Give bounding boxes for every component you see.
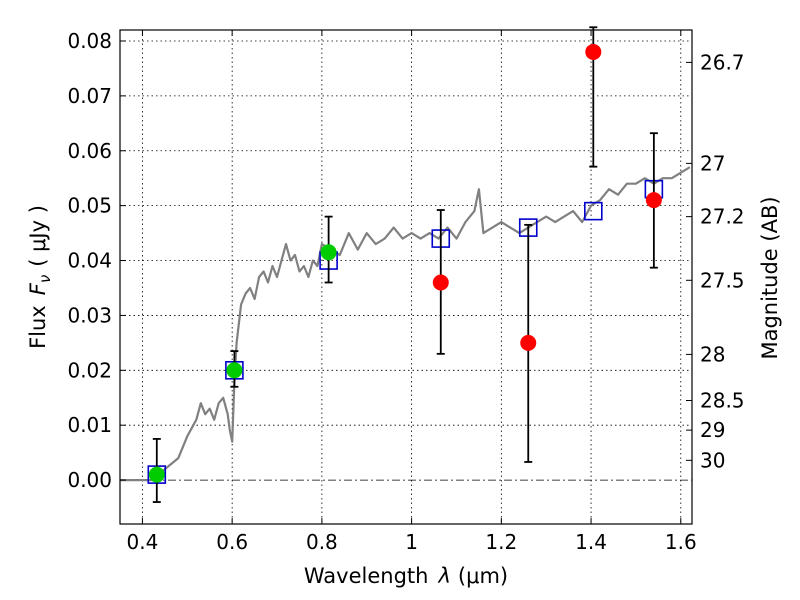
y-tick-label: 0.01 [67, 413, 112, 437]
x-axis-label-unit: (μm) [458, 564, 508, 588]
observed-flux-point [148, 466, 165, 483]
x-tick-label: 1.4 [575, 530, 607, 554]
magnitude-tick-label: 27.5 [700, 268, 745, 292]
y-tick-label: 0.05 [67, 194, 112, 218]
y-tick-label: 0.04 [67, 249, 112, 273]
observed-flux-point [320, 244, 337, 261]
y-tick-label: 0.08 [67, 29, 112, 53]
y-axis-label-unit: ( μJy ) [26, 205, 50, 267]
x-tick-label: 1 [405, 530, 418, 554]
x-tick-label: 0.4 [127, 530, 159, 554]
observed-flux-point [585, 43, 602, 60]
magnitude-tick-label: 29 [700, 418, 725, 442]
x-tick-label: 1.6 [665, 530, 697, 554]
magnitude-tick-label: 27 [700, 151, 725, 175]
y-axis-label-symbol: F [26, 282, 50, 295]
magnitude-tick-label: 30 [700, 448, 725, 472]
magnitude-tick-label: 26.7 [700, 50, 745, 74]
observed-flux-point [432, 274, 449, 291]
magnitude-axis-label: Magnitude (AB) [758, 196, 782, 359]
y-axis-ticks: 0.00 0.01 0.02 0.03 0.04 0.05 0.06 0.07 0.08 [67, 29, 126, 492]
y-tick-label: 0.03 [67, 303, 112, 327]
magnitude-axis-ticks: 26.7 27 27.2 27.5 28 28.5 29 30 [686, 50, 745, 472]
x-axis-ticks: 0.4 0.6 0.8 1 1.2 1.4 1.6 [127, 30, 697, 554]
observed-flux-point [645, 192, 662, 209]
x-tick-label: 0.6 [216, 530, 248, 554]
y-axis-label-subscript: ν [36, 275, 54, 283]
grid [120, 30, 692, 524]
y-tick-label: 0.07 [67, 84, 112, 108]
x-axis-label: Wavelength λ (μm) [304, 564, 508, 588]
magnitude-tick-label: 28 [700, 342, 725, 366]
y-tick-label: 0.00 [67, 468, 112, 492]
magnitude-tick-label: 27.2 [700, 205, 745, 229]
observed-flux-point [520, 334, 537, 351]
plot-area: 0.4 0.6 0.8 1 1.2 1.4 1.6 0.00 0.01 0.02 0.03 0.04… [67, 26, 745, 554]
observed-flux-point [226, 362, 243, 379]
model-square-marker [584, 201, 603, 221]
x-axis-label-text: Wavelength [304, 564, 429, 588]
series-layer [120, 26, 691, 503]
x-tick-label: 0.8 [306, 530, 338, 554]
x-tick-label: 1.2 [485, 530, 517, 554]
y-axis-label-text: Flux [26, 305, 50, 349]
model-spectrum-line [120, 166, 691, 482]
plot-frame [119, 29, 693, 525]
y-tick-label: 0.06 [67, 139, 112, 163]
y-tick-label: 0.02 [67, 358, 112, 382]
x-axis-label-symbol: λ [437, 564, 450, 588]
magnitude-tick-label: 28.5 [700, 389, 745, 413]
y-axis-label: Flux Fν ( μJy ) [26, 205, 54, 349]
